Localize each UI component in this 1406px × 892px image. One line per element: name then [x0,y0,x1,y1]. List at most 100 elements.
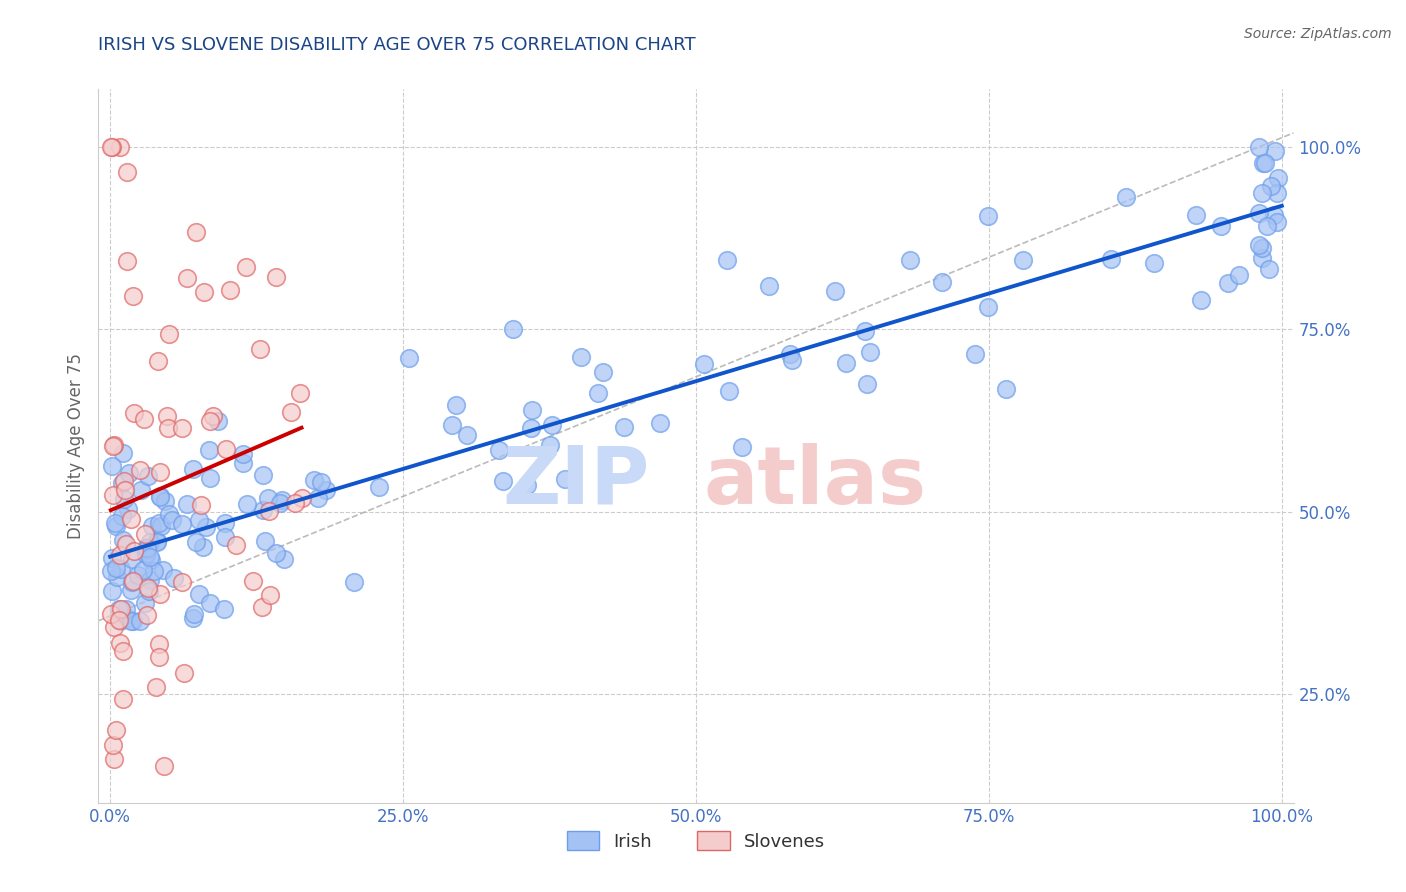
Legend: Irish, Slovenes: Irish, Slovenes [560,824,832,858]
Point [139,535,162,549]
Point [157,507,180,521]
Point [110,601,132,615]
Point [101,488,124,502]
Point [101,140,124,154]
Point [202,409,225,424]
Point [1254,156,1277,170]
Point [307,491,329,505]
Point [302,474,325,488]
Point [173,666,195,681]
Point [214,516,236,530]
Point [197,442,219,457]
Point [1227,268,1250,282]
Point [115,602,138,616]
Point [250,599,273,614]
Point [121,551,143,566]
Point [183,611,205,625]
Point [111,446,134,460]
Point [108,548,131,562]
Point [520,402,543,417]
Point [1211,219,1233,233]
Point [212,602,235,616]
Point [613,420,636,434]
Point [110,635,132,649]
Point [273,551,295,566]
Point [104,561,127,575]
Point [108,602,131,616]
Point [114,537,136,551]
Point [148,650,170,665]
Point [1265,215,1288,229]
Point [127,568,149,582]
Point [100,140,122,154]
Point [1251,156,1274,170]
Point [132,412,155,426]
Point [128,463,150,477]
Point [554,473,576,487]
Point [824,285,846,299]
Point [235,260,257,274]
Point [516,478,538,492]
Point [232,456,254,470]
Point [135,542,157,557]
Point [225,538,247,552]
Point [1250,251,1272,265]
Point [242,574,264,588]
Point [188,513,211,527]
Point [120,583,142,598]
Point [569,351,592,365]
Point [100,565,122,579]
Point [111,533,134,547]
Point [121,574,143,589]
Point [1247,238,1270,252]
Text: atlas: atlas [704,442,927,521]
Point [148,587,170,601]
Point [835,356,858,370]
Point [779,347,801,361]
Point [207,414,229,428]
Point [112,492,135,507]
Point [122,614,145,628]
Text: ZIP: ZIP [503,442,650,521]
Point [149,489,172,503]
Point [172,516,194,531]
Point [441,417,464,432]
Point [1185,208,1208,222]
Point [1265,186,1288,200]
Point [1189,293,1212,307]
Point [134,526,156,541]
Point [153,759,176,773]
Point [176,270,198,285]
Point [309,475,332,490]
Point [1264,144,1286,158]
Point [105,518,128,533]
Point [129,483,152,497]
Point [163,571,186,585]
Point [141,519,163,533]
Point [148,516,170,531]
Point [1267,171,1289,186]
Point [502,322,524,336]
Point [132,563,155,577]
Point [198,471,221,485]
Point [488,442,510,457]
Point [114,483,136,498]
Point [1218,276,1240,290]
Point [136,607,159,622]
Point [135,541,157,555]
Point [538,438,561,452]
Point [269,496,291,510]
Y-axis label: Disability Age Over 75: Disability Age Over 75 [66,353,84,539]
Point [112,475,135,489]
Point [149,465,172,479]
Point [129,614,152,628]
Point [1251,241,1274,255]
Point [270,492,292,507]
Point [200,414,222,428]
Point [105,570,128,584]
Point [115,165,138,179]
Point [170,574,193,589]
Point [782,353,804,368]
Point [190,499,212,513]
Point [1115,189,1137,203]
